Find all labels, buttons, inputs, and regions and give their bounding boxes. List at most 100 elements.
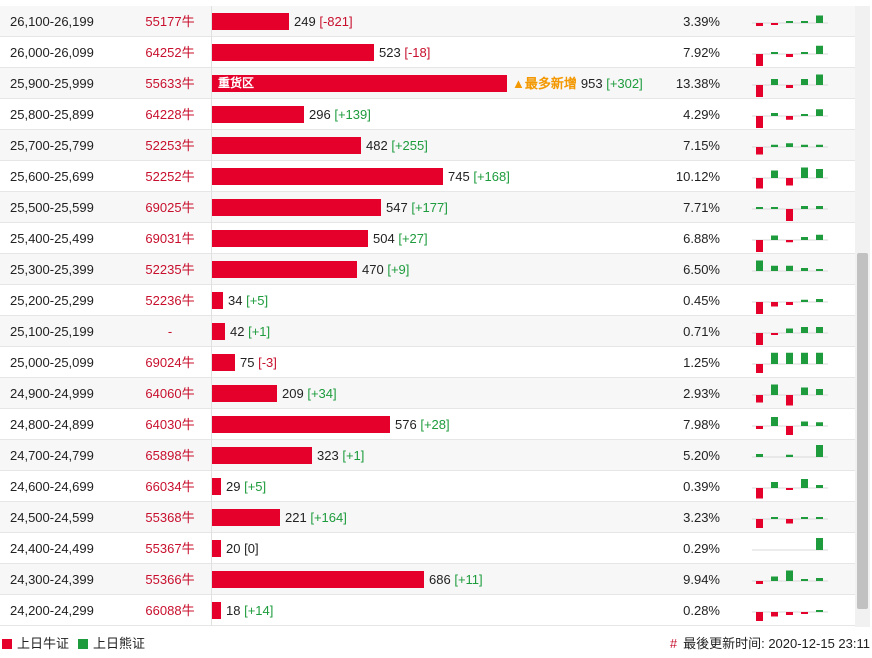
percentage: 6.88%	[683, 231, 720, 246]
sparkline-bar-bull	[756, 395, 763, 403]
table-row[interactable]: 25,700-25,799 52253牛 482 [+255] 7.15%	[0, 130, 855, 161]
table-row[interactable]: 25,500-25,599 69025牛 547 [+177] 7.71%	[0, 192, 855, 223]
table-row[interactable]: 25,800-25,899 64228牛 296 [+139] 4.29%	[0, 99, 855, 130]
quantity-bar	[212, 385, 277, 402]
sparkline-bar-bear	[816, 445, 823, 457]
legend-bear-label: 上日熊证	[93, 636, 146, 651]
quantity-value: ▲最多新增 953 [+302]	[512, 68, 643, 99]
sparkline-bar-bear	[816, 299, 823, 302]
sparkline-bar-bear	[816, 109, 823, 116]
table-row[interactable]: 25,900-25,999 55633牛 重货区 ▲最多新增 953 [+302] 13.…	[0, 68, 855, 99]
table-row[interactable]: 26,100-26,199 55177牛 249 [-821] 3.39%	[0, 6, 855, 37]
sparkline-bar-bull	[756, 488, 763, 499]
table-row[interactable]: 24,800-24,899 64030牛 576 [+28] 7.98%	[0, 409, 855, 440]
quantity-count: 249	[294, 14, 316, 29]
bracket-close: ]	[424, 231, 428, 246]
warrant-code-link[interactable]: 55368牛	[145, 510, 195, 525]
quantity-value: 221 [+164]	[285, 502, 347, 533]
price-range: 24,300-24,399	[10, 572, 94, 587]
warrant-code-link[interactable]: 64060牛	[145, 386, 195, 401]
bracket-close: ]	[348, 14, 353, 29]
sparkline-bar-bear	[816, 15, 823, 23]
bracket-close: ]	[343, 510, 347, 525]
table-row[interactable]: 25,400-25,499 69031牛 504 [+27] 6.88%	[0, 223, 855, 254]
bar-cell: 42 [+1]	[211, 316, 672, 347]
warrant-code-link[interactable]: 66034牛	[145, 479, 195, 494]
table-row[interactable]: 26,000-26,099 64252牛 523 [-18] 7.92%	[0, 37, 855, 68]
quantity-count: 953	[580, 76, 603, 91]
table-row[interactable]: 25,000-25,099 69024牛 75 [-3] 1.25%	[0, 347, 855, 378]
bracket-open: [	[454, 572, 458, 587]
warrant-code-link[interactable]: 69031牛	[145, 231, 195, 246]
price-range: 25,500-25,599	[10, 200, 94, 215]
quantity-change: [0]	[244, 541, 258, 556]
trend-sparkline	[752, 234, 828, 252]
last-update-hash: #	[669, 636, 678, 651]
percentage: 3.23%	[683, 510, 720, 525]
percentage: 7.71%	[683, 200, 720, 215]
warrant-code-link[interactable]: 66088牛	[145, 603, 195, 618]
sparkline-bar-bear	[801, 387, 808, 395]
sparkline-bar-bear	[816, 206, 823, 209]
price-range: 25,600-25,699	[10, 169, 94, 184]
sparkline-bar-bear	[756, 454, 763, 457]
warrant-code-link[interactable]: 64252牛	[145, 45, 195, 60]
warrant-code-link[interactable]: 52236牛	[145, 293, 195, 308]
trend-sparkline	[752, 445, 828, 458]
table-row[interactable]: 24,600-24,699 66034牛 29 [+5] 0.39%	[0, 471, 855, 502]
percentage: 13.38%	[675, 76, 720, 91]
last-update-label: 最後更新时间:	[683, 636, 765, 651]
bracket-close: ]	[506, 169, 510, 184]
sparkline-bar-bear	[801, 114, 808, 116]
warrant-code-link[interactable]: 69025牛	[145, 200, 195, 215]
warrant-code-link[interactable]: 64228牛	[145, 107, 195, 122]
warrant-code-link[interactable]: 55633牛	[145, 76, 195, 91]
quantity-count: 75	[240, 355, 255, 370]
percentage: 0.39%	[683, 479, 720, 494]
quantity-value: 18 [+14]	[226, 595, 273, 626]
table-row[interactable]: 25,300-25,399 52235牛 470 [+9] 6.50%	[0, 254, 855, 285]
warrant-code-link[interactable]: 64030牛	[145, 417, 195, 432]
bracket-open: [	[244, 479, 248, 494]
sparkline-bar-bear	[801, 299, 808, 302]
bracket-open: [	[244, 603, 248, 618]
warrant-code-link[interactable]: 52235牛	[145, 262, 195, 277]
bracket-open: [	[248, 324, 252, 339]
warrant-code-link[interactable]: 55177牛	[145, 14, 195, 29]
table-row[interactable]: 24,900-24,999 64060牛 209 [+34] 2.93%	[0, 378, 855, 409]
quantity-bar	[212, 323, 225, 340]
sparkline-bar-bear	[771, 482, 778, 488]
warrant-code-link[interactable]: 52252牛	[145, 169, 195, 184]
warrant-code-link[interactable]: 65898牛	[145, 448, 195, 463]
table-row[interactable]: 24,300-24,399 55366牛 686 [+11] 9.94%	[0, 564, 855, 595]
table-row[interactable]: 24,200-24,299 66088牛 18 [+14] 0.28%	[0, 595, 855, 626]
quantity-change: [+177]	[411, 200, 448, 215]
bracket-close: ]	[360, 448, 365, 463]
percentage: 0.71%	[683, 324, 720, 339]
table-row[interactable]: 25,100-25,199 - 42 [+1] 0.71%	[0, 316, 855, 347]
price-range: 26,000-26,099	[10, 45, 94, 60]
quantity-bar	[212, 137, 361, 154]
scrollbar-thumb[interactable]	[857, 253, 868, 609]
table-row[interactable]: 25,200-25,299 52236牛 34 [+5] 0.45%	[0, 285, 855, 316]
quantity-change-value: +255	[394, 138, 425, 153]
table-row[interactable]: 24,700-24,799 65898牛 323 [+1] 5.20%	[0, 440, 855, 471]
quantity-change-value: +11	[457, 572, 480, 587]
warrant-code-link[interactable]: 55367牛	[145, 541, 195, 556]
quantity-count: 504	[373, 231, 395, 246]
percentage: 4.29%	[683, 107, 720, 122]
sparkline-bar-bear	[816, 578, 823, 581]
table-row[interactable]: 24,500-24,599 55368牛 221 [+164] 3.23%	[0, 502, 855, 533]
quantity-value: 547 [+177]	[386, 192, 448, 223]
trend-sparkline	[752, 299, 828, 314]
sparkline-bar-bear	[816, 144, 823, 147]
table-row[interactable]: 25,600-25,699 52252牛 745 [+168] 10.12%	[0, 161, 855, 192]
sparkline-bar-bear	[801, 237, 808, 240]
sparkline-bar-bear	[801, 268, 808, 271]
warrant-code-link[interactable]: 69024牛	[145, 355, 195, 370]
bracket-open: [	[244, 541, 248, 556]
warrant-code-link[interactable]: 52253牛	[145, 138, 195, 153]
table-row[interactable]: 24,400-24,499 55367牛 20 [0] 0.29%	[0, 533, 855, 564]
warrant-code-link[interactable]: 55366牛	[145, 572, 195, 587]
bar-cell: 29 [+5]	[211, 471, 672, 502]
